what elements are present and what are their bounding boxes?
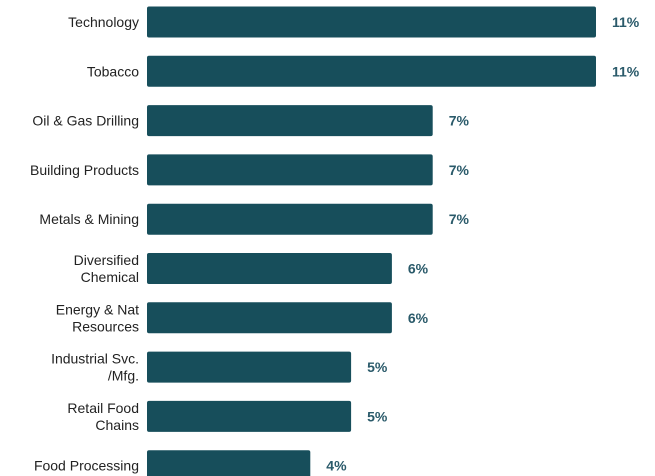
value-label-3: 7% bbox=[449, 162, 470, 178]
category-label-line: Food Processing bbox=[34, 458, 139, 474]
value-label-2: 7% bbox=[449, 113, 470, 129]
category-label-6: Energy & Nat Resources bbox=[56, 301, 139, 334]
category-label-line: Resources bbox=[72, 318, 139, 334]
bar-5 bbox=[147, 253, 392, 284]
bar-1 bbox=[147, 55, 596, 87]
category-label-0: Technology bbox=[68, 14, 139, 30]
category-label-line: /Mfg. bbox=[108, 368, 139, 384]
bar-3 bbox=[147, 154, 433, 186]
value-label-1: 11% bbox=[612, 63, 640, 79]
bar-6 bbox=[147, 302, 392, 334]
category-label-line: Oil & Gas Drilling bbox=[32, 113, 139, 129]
bar-7 bbox=[147, 351, 352, 383]
category-label-line: Chemical bbox=[81, 269, 139, 285]
category-label-line: Energy & Nat bbox=[56, 301, 139, 317]
category-label-line: Diversified bbox=[74, 252, 139, 268]
value-label-5: 6% bbox=[408, 261, 429, 277]
category-label-line: Technology bbox=[68, 14, 139, 30]
value-label-7: 5% bbox=[367, 359, 388, 375]
value-label-8: 5% bbox=[367, 408, 388, 424]
category-label-5: Diversified Chemical bbox=[74, 252, 139, 285]
category-label-line: Building Products bbox=[30, 162, 139, 178]
category-label-line: Metals & Mining bbox=[39, 211, 139, 227]
category-label-7: Industrial Svc./Mfg. bbox=[51, 351, 139, 384]
category-label-3: Building Products bbox=[30, 162, 139, 178]
bar-2 bbox=[147, 105, 433, 137]
category-label-9: Food Processing bbox=[34, 458, 139, 474]
bar-4 bbox=[147, 203, 433, 235]
category-label-1: Tobacco bbox=[87, 63, 139, 79]
category-label-8: Retail Food Chains bbox=[67, 400, 139, 433]
bar-8 bbox=[147, 400, 352, 432]
category-label-line: Retail Food bbox=[67, 400, 139, 416]
bar-0 bbox=[147, 6, 596, 38]
value-label-4: 7% bbox=[449, 211, 470, 227]
category-label-line: Tobacco bbox=[87, 63, 139, 79]
value-label-0: 11% bbox=[612, 14, 640, 30]
bars-group: Technology 11% Tobacco 11% Oil & Gas Drillin… bbox=[30, 6, 640, 476]
bar-9 bbox=[147, 450, 311, 476]
category-label-line: Chains bbox=[95, 417, 139, 433]
category-label-line: Industrial Svc. bbox=[51, 351, 139, 367]
category-label-2: Oil & Gas Drilling bbox=[32, 113, 139, 129]
value-label-6: 6% bbox=[408, 310, 429, 326]
category-label-4: Metals & Mining bbox=[39, 211, 139, 227]
value-label-9: 4% bbox=[326, 458, 347, 474]
